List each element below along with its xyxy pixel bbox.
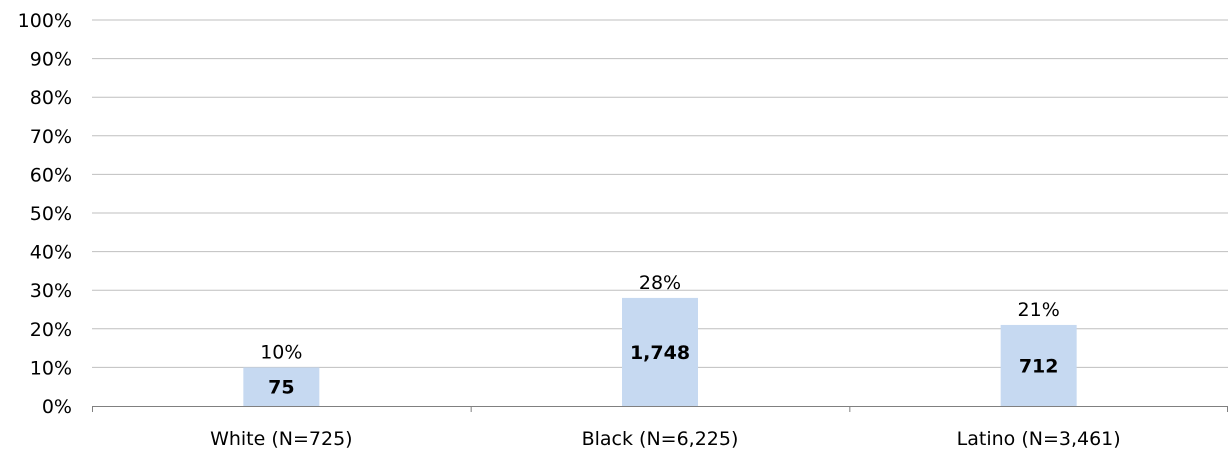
bar-value-label: 21% xyxy=(1018,299,1060,321)
x-category-label: White (N=725) xyxy=(210,428,353,450)
y-tick-label: 30% xyxy=(30,280,72,302)
gridlines xyxy=(92,19,1228,368)
y-tick-label: 50% xyxy=(30,203,72,225)
bar xyxy=(622,297,698,406)
x-category-label: Latino (N=3,461) xyxy=(957,428,1121,450)
bars xyxy=(243,297,1077,406)
bar-count-label: 75 xyxy=(268,377,294,399)
y-tick-label: 100% xyxy=(18,10,72,32)
bar-value-label: 10% xyxy=(260,341,302,363)
y-tick-label: 10% xyxy=(30,357,72,379)
y-tick-label: 40% xyxy=(30,242,72,264)
x-category-label: Black (N=6,225) xyxy=(582,428,739,450)
y-axis-tick-labels: 0% 10% 20% 30% 40% 50% 60% 70% 80% 90% 100% xyxy=(18,10,72,418)
bar xyxy=(1000,324,1077,406)
y-tick-label: 70% xyxy=(30,126,72,148)
y-tick-label: 80% xyxy=(30,87,72,109)
bar xyxy=(243,367,320,406)
x-axis xyxy=(92,406,1228,412)
y-tick-label: 90% xyxy=(30,49,72,71)
y-tick-label: 60% xyxy=(30,164,72,186)
bar-value-label: 28% xyxy=(639,272,681,294)
bar-count-label: 1,748 xyxy=(630,342,690,364)
data-labels: 10% 75 28% 1,748 21% 712 xyxy=(260,272,1060,399)
bar-count-label: 712 xyxy=(1019,355,1059,377)
x-axis-category-labels: White (N=725) Black (N=6,225) Latino (N=3,… xyxy=(210,428,1121,450)
y-tick-label: 20% xyxy=(30,319,72,341)
y-tick-label: 0% xyxy=(42,396,72,418)
